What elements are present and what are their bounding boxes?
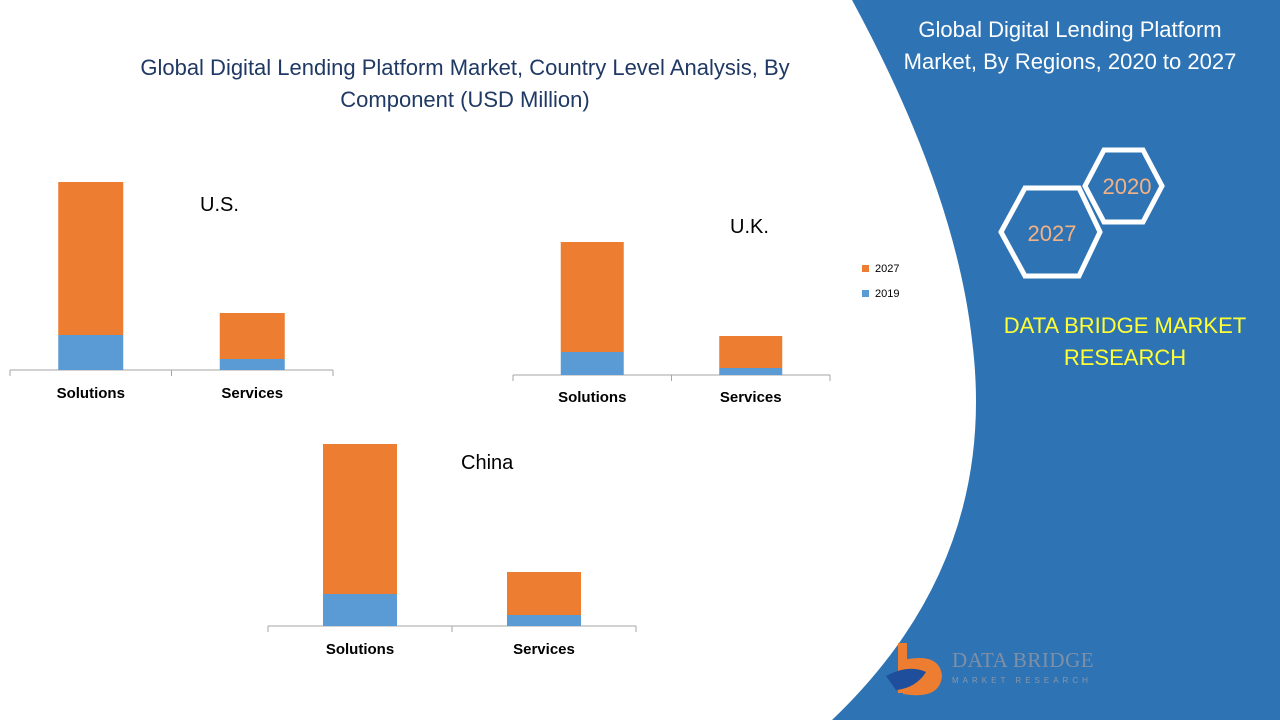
chart-uk-title: U.K. xyxy=(730,216,769,238)
side-panel xyxy=(832,0,1280,720)
x-tick-label: Services xyxy=(513,641,575,658)
x-tick-label: Solutions xyxy=(326,641,394,658)
hex-2027-outline xyxy=(998,185,1103,279)
bar-china-solutions-2027 xyxy=(323,444,397,594)
brand-text: DATA BRIDGE MARKET RESEARCH xyxy=(1003,313,1247,370)
bar-uk-services-2027 xyxy=(719,336,783,368)
chart-china-title: China xyxy=(461,452,514,474)
hex-2020-label: 2020 xyxy=(1103,174,1152,199)
chart-us-title: U.S. xyxy=(200,194,239,216)
legend: 2027 2019 xyxy=(862,256,899,306)
bar-uk-solutions-2019 xyxy=(560,352,624,375)
x-tick-label: Solutions xyxy=(57,385,125,402)
bar-us-solutions-2027 xyxy=(58,182,124,335)
bar-china-services-2027 xyxy=(507,572,581,615)
legend-label-2019: 2019 xyxy=(875,287,900,300)
chart-china: Solutions Services xyxy=(267,444,637,658)
hex-2020-outline xyxy=(1082,147,1165,225)
logo-mark xyxy=(886,643,944,711)
legend-swatch-2019 xyxy=(862,290,869,297)
legend-label-2027: 2027 xyxy=(875,262,900,275)
bar-uk-services-2019 xyxy=(719,368,783,375)
legend-item-2027: 2027 xyxy=(862,256,899,281)
bar-us-solutions-2019 xyxy=(58,335,124,370)
bar-us-services-2019 xyxy=(219,359,285,370)
bar-uk-solutions-2027 xyxy=(560,242,624,352)
page-title: Global Digital Lending Platform Market, … xyxy=(140,55,790,112)
hex-2027-label: 2027 xyxy=(1028,221,1077,246)
bar-china-solutions-2019 xyxy=(323,594,397,626)
logo-subtext: MARKET RESEARCH xyxy=(952,676,1092,685)
x-tick-label: Services xyxy=(720,389,782,406)
legend-item-2019: 2019 xyxy=(862,281,899,306)
x-tick-label: Services xyxy=(221,385,283,402)
bar-china-services-2019 xyxy=(507,615,581,626)
chart-us: Solutions Services xyxy=(9,182,334,402)
bar-us-services-2027 xyxy=(219,313,285,359)
legend-swatch-2027 xyxy=(862,265,869,272)
chart-uk: Solutions Services xyxy=(512,242,831,406)
side-panel-title: Global Digital Lending Platform Market, … xyxy=(903,17,1237,74)
logo-text: DATA BRIDGE xyxy=(952,648,1095,672)
x-tick-label: Solutions xyxy=(558,389,626,406)
